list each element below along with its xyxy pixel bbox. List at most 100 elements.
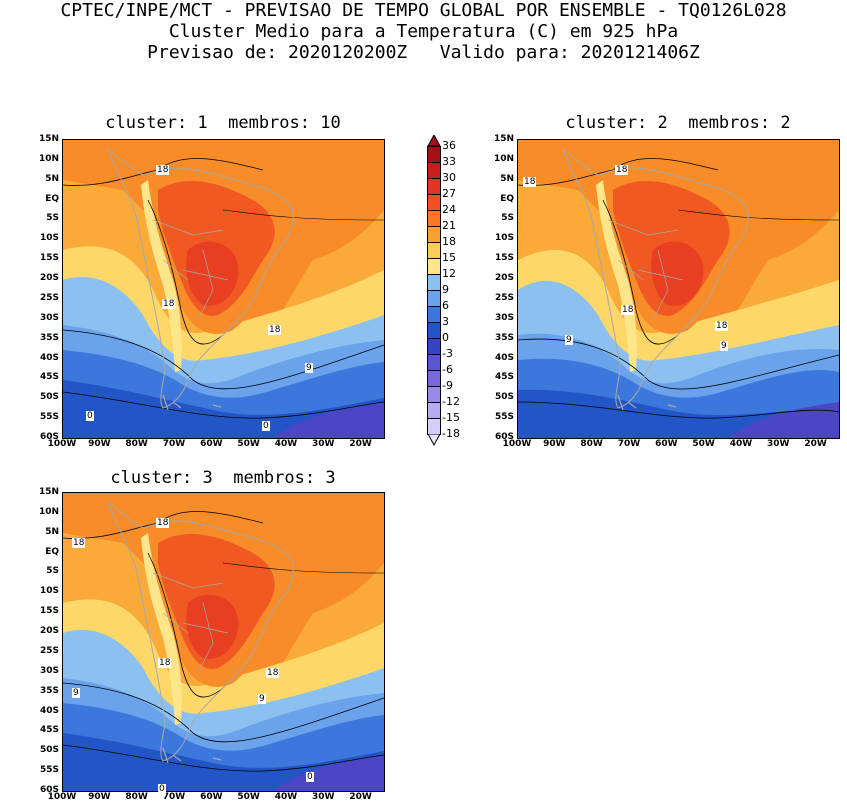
colorbar-tick-label: 6 — [442, 299, 449, 312]
lat-tick-label: 40S — [494, 352, 514, 363]
contour-label: 18 — [268, 325, 282, 335]
colorbar-tick-label: -9 — [442, 379, 453, 392]
country-borders — [607, 219, 684, 321]
panel-3-title: cluster: 3 membros: 3 — [110, 468, 336, 488]
lon-tick-label: 70W — [162, 792, 186, 802]
lon-tick-label: 70W — [617, 439, 641, 449]
lat-tick-label: 55S — [39, 412, 59, 423]
colorbar-tick-label: -3 — [442, 347, 453, 360]
lon-tick-label: 40W — [274, 792, 298, 802]
land-hot-27 — [651, 241, 704, 306]
lon-tick-label: 50W — [237, 439, 260, 449]
colorbar-segment — [427, 290, 441, 307]
band-neg3-0 — [273, 755, 384, 791]
lat-tick-label: 45S — [494, 372, 514, 383]
subtitle-variable: Cluster Medio para a Temperatura (C) em … — [168, 21, 679, 42]
land-hot-27 — [186, 594, 239, 659]
lat-tick-label: 40S — [39, 705, 59, 716]
lat-tick-label: 25S — [494, 292, 514, 303]
lat-tick-label: 25S — [39, 645, 59, 656]
lat-tick-label: 5N — [45, 526, 59, 537]
lat-tick-label: 50S — [39, 745, 59, 756]
contour-18 — [63, 158, 264, 345]
lat-tick-label: 10N — [38, 153, 59, 164]
lat-tick-label: 15S — [39, 606, 59, 617]
colorbar-segment — [427, 146, 441, 163]
colorbar-segment — [427, 370, 441, 387]
lat-tick-label: 15N — [493, 134, 514, 144]
colorbar-segment — [427, 418, 441, 435]
contour-label: 18 — [621, 305, 635, 315]
colorbar-tick-label: -12 — [442, 395, 460, 408]
lon-tick-label: 80W — [125, 439, 148, 449]
lat-tick-label: 40S — [39, 352, 59, 363]
lon-tick-label: 100W — [47, 792, 77, 802]
colorbar-tick-label: 12 — [442, 267, 456, 280]
map-panel-cluster-1 — [62, 139, 385, 439]
contour-21 — [222, 562, 384, 574]
lat-tick-label: 10S — [494, 233, 514, 244]
colorbar-tick-label: 18 — [442, 235, 456, 248]
lat-tick-label: EQ — [45, 546, 59, 557]
colorbar-segment — [427, 274, 441, 291]
contour-label: 18 — [158, 658, 172, 668]
colorbar-bottom-arrow — [427, 434, 441, 446]
subtitle-dates: Previsao de: 2020120200Z Valido para: 20… — [147, 42, 700, 63]
lon-tick-label: 20W — [349, 439, 372, 449]
lat-tick-label: 5N — [500, 173, 514, 184]
lat-tick-label: 10S — [39, 233, 59, 244]
patagonia-islands — [162, 747, 222, 764]
country-borders — [152, 219, 229, 321]
colorbar-segment — [427, 210, 441, 227]
lat-tick-label: 60S — [39, 432, 59, 442]
colorbar-segment — [427, 258, 441, 275]
contour-0 — [63, 744, 384, 772]
lon-tick-label: 60W — [655, 439, 678, 449]
lon-tick-label: 30W — [312, 792, 335, 802]
patagonia-islands — [162, 394, 222, 411]
lat-tick-label: 45S — [39, 372, 59, 383]
colorbar-segment — [427, 242, 441, 259]
lat-tick-label: 35S — [39, 685, 59, 696]
lat-tick-label: 5N — [45, 173, 59, 184]
contour-0 — [63, 391, 384, 419]
band-neg3-0 — [728, 402, 839, 438]
lat-tick-label: EQ — [45, 193, 59, 204]
contour-label: 18 — [156, 165, 170, 175]
lat-tick-label: 20S — [39, 626, 59, 637]
contour-label: 18 — [162, 299, 176, 309]
main-title: CPTEC/INPE/MCT - PREVISAO DE TEMPO GLOBA… — [60, 0, 787, 21]
colorbar-segment — [427, 322, 441, 339]
lat-tick-label: 15S — [39, 253, 59, 264]
contour-label: 18 — [523, 177, 537, 187]
lon-tick-label: 80W — [580, 439, 603, 449]
panel-2-title: cluster: 2 membros: 2 — [565, 113, 791, 133]
contour-label: 0 — [86, 411, 94, 421]
colorbar-tick-label: 0 — [442, 331, 449, 344]
colorbar-tick-label: 36 — [442, 139, 456, 152]
temperature-field — [63, 140, 384, 438]
contour-label: 0 — [158, 784, 166, 794]
land-hot-27 — [186, 241, 239, 306]
colorbar-segment — [427, 178, 441, 195]
lat-tick-label: 5S — [501, 213, 514, 224]
south-america-coastline — [561, 148, 749, 409]
band-neg3-0 — [273, 402, 384, 438]
colorbar-tick-label: 15 — [442, 251, 456, 264]
lon-tick-label: 40W — [729, 439, 753, 449]
south-america-coastline — [106, 148, 294, 409]
lon-tick-label: 50W — [237, 792, 260, 802]
andes-cool-strip — [141, 533, 182, 725]
contour-9 — [63, 682, 384, 743]
map-panel-cluster-3 — [62, 492, 385, 792]
contour-21 — [222, 209, 384, 221]
lon-tick-label: 60W — [200, 439, 223, 449]
lat-tick-label: 50S — [494, 392, 514, 403]
south-america-coastline — [106, 501, 294, 762]
contour-label: 9 — [565, 335, 573, 345]
lat-tick-label: 45S — [39, 725, 59, 736]
lon-tick-label: 20W — [349, 792, 372, 802]
lat-tick-label: 55S — [494, 412, 514, 423]
contour-label: 9 — [258, 694, 266, 704]
temperature-field — [518, 140, 839, 438]
